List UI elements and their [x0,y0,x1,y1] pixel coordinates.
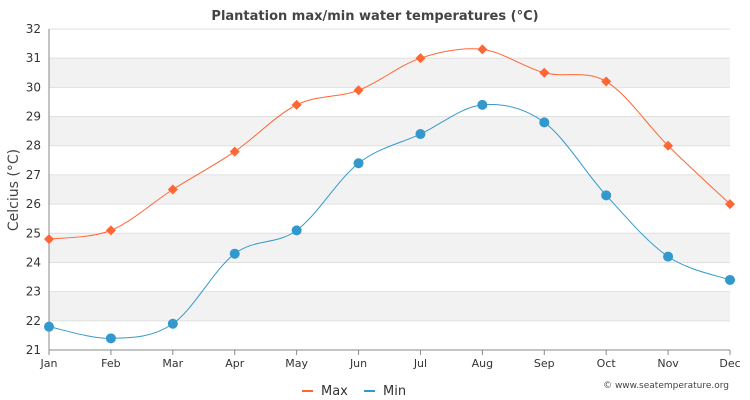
data-point-min [291,225,302,236]
credit-text: © www.seatemperature.org [603,381,729,391]
y-tick-label: 30 [26,80,41,94]
data-point-max [44,234,54,245]
data-point-max [477,44,488,55]
data-point-max [725,199,735,210]
data-point-max [663,140,674,151]
x-tick-label: Feb [101,357,120,370]
x-tick-label: Jul [413,357,427,370]
x-tick-label: Oct [597,357,617,370]
x-tick-label: Sep [534,357,555,370]
data-point-min [663,251,674,262]
x-tick-label: Jun [349,357,367,370]
data-point-min [105,333,116,344]
y-tick-label: 26 [26,197,41,211]
data-point-max [415,53,426,64]
grid-band [49,58,730,88]
data-point-max [229,146,240,157]
data-point-max [105,225,116,236]
data-point-min [725,274,735,285]
x-tick-label: Dec [719,357,740,370]
data-point-min [353,158,364,169]
x-tick-label: Aug [472,357,493,370]
data-point-max [353,85,364,96]
x-tick-label: Apr [225,357,245,370]
grid-band [49,174,730,205]
data-point-min [539,117,550,128]
data-point-min [601,190,612,201]
legend-label-max: Max [321,384,348,399]
data-point-max [291,99,302,110]
data-point-min [415,129,426,140]
data-point-min [167,318,178,329]
y-tick-label: 24 [26,255,41,269]
grid-band [49,116,730,146]
chart-title: Plantation max/min water temperatures (°… [211,9,538,24]
legend-label-min: Min [383,384,406,399]
data-point-min [44,321,54,332]
y-tick-label: 31 [26,51,41,65]
y-axis-label: Celcius (°C) [6,149,22,231]
y-tick-label: 22 [26,314,41,328]
y-tick-label: 21 [26,343,41,357]
y-tick-label: 29 [26,110,41,124]
data-point-min [477,99,488,110]
y-tick-label: 27 [26,168,41,182]
y-tick-label: 23 [26,285,41,299]
grid-band [49,291,730,321]
data-point-max [601,76,612,87]
data-point-min [229,248,240,259]
data-point-max [539,67,550,78]
y-tick-label: 25 [26,226,41,240]
x-tick-label: Nov [657,357,679,370]
x-tick-label: May [285,357,308,370]
y-tick-label: 32 [26,22,41,36]
x-tick-label: Jan [40,357,58,370]
grid-band [49,233,730,263]
x-tick-label: Mar [162,357,183,370]
data-point-max [167,184,178,195]
y-tick-label: 28 [26,139,41,153]
